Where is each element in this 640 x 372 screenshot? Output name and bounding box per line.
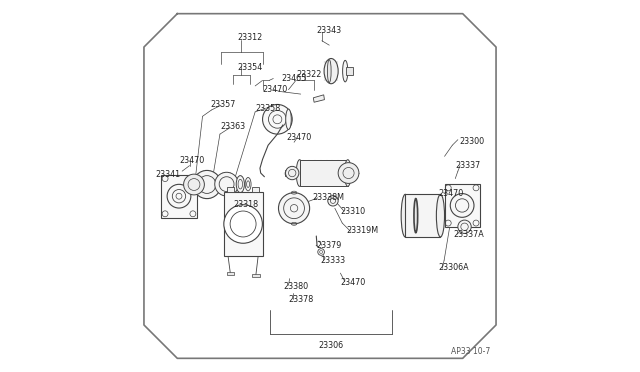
Circle shape [184,174,204,195]
Text: 23300: 23300 [459,137,484,146]
Ellipse shape [285,109,291,129]
Text: 23470: 23470 [262,85,288,94]
Text: 23470: 23470 [287,133,312,142]
Ellipse shape [245,177,251,191]
Bar [252,274,260,277]
Text: 23337A: 23337A [453,230,484,239]
Circle shape [230,211,256,237]
Bar [161,175,196,218]
Text: 23470: 23470 [340,278,365,287]
Text: 23343: 23343 [316,26,341,35]
Ellipse shape [328,60,331,83]
Circle shape [215,172,239,196]
Bar [300,160,348,186]
Bar [346,67,353,75]
Text: 23380: 23380 [283,282,308,291]
Bar [252,187,259,192]
Circle shape [328,196,338,206]
Circle shape [262,105,292,134]
Circle shape [338,163,359,183]
Text: 23319M: 23319M [346,226,378,235]
Ellipse shape [342,60,348,82]
Text: 23333: 23333 [320,256,345,264]
Bar [227,187,234,192]
Bar [405,194,440,237]
Text: 23470: 23470 [438,189,464,198]
Bar [445,184,480,227]
Polygon shape [314,95,324,102]
Circle shape [318,248,324,255]
Text: 23378: 23378 [289,295,314,304]
Text: 23354: 23354 [237,63,262,72]
Circle shape [458,220,471,234]
Text: 23312: 23312 [237,33,262,42]
Text: 23318: 23318 [233,200,258,209]
Text: 23337: 23337 [455,161,481,170]
Ellipse shape [401,194,410,237]
Text: 23306: 23306 [319,341,344,350]
Text: AP33 10-7: AP33 10-7 [451,347,490,356]
Circle shape [193,170,221,199]
Ellipse shape [236,176,244,193]
Text: 23465: 23465 [281,74,307,83]
Ellipse shape [344,160,351,186]
Text: 23341: 23341 [155,170,180,179]
Text: 23306A: 23306A [438,263,469,272]
Text: 23322: 23322 [296,70,321,79]
Ellipse shape [296,160,303,186]
Text: 23310: 23310 [340,208,365,217]
Text: 23470: 23470 [179,155,204,164]
Circle shape [278,193,310,224]
Text: 23338M: 23338M [312,193,344,202]
Ellipse shape [324,58,338,84]
Text: 23363: 23363 [220,122,245,131]
Text: 23379: 23379 [316,241,342,250]
Text: 23358: 23358 [255,104,280,113]
Ellipse shape [414,199,418,233]
Circle shape [285,166,299,180]
Ellipse shape [436,194,445,237]
Bar [223,192,262,256]
Circle shape [224,205,262,243]
Bar [227,272,234,275]
Text: 23357: 23357 [211,100,236,109]
